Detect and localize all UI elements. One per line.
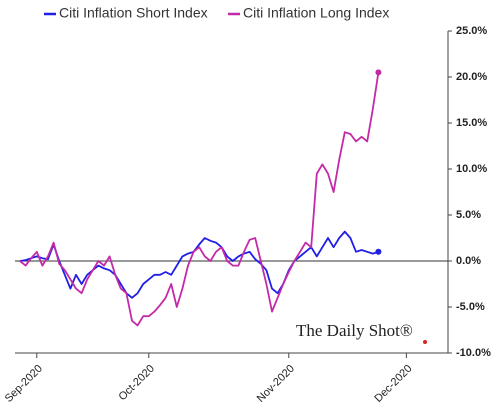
x-tick-label: Nov-2020 bbox=[255, 363, 297, 405]
series-line bbox=[19, 72, 380, 327]
watermark-dot bbox=[423, 340, 427, 344]
x-tick-label: Sep-2020 bbox=[3, 363, 45, 405]
end-marker bbox=[375, 248, 382, 255]
series-line bbox=[19, 230, 379, 299]
legend-label: Citi Inflation Long Index bbox=[243, 5, 389, 21]
y-tick-label: 10.0% bbox=[456, 163, 487, 175]
legend-label: Citi Inflation Short Index bbox=[59, 5, 208, 21]
y-tick-label: 0.0% bbox=[456, 255, 481, 267]
x-tick-label: Oct-2020 bbox=[116, 363, 156, 403]
y-tick-label: 20.0% bbox=[456, 71, 487, 83]
y-tick-label: 25.0% bbox=[456, 25, 487, 37]
y-tick-label: 15.0% bbox=[456, 117, 487, 129]
y-tick-label: -10.0% bbox=[456, 347, 491, 359]
watermark: The Daily Shot® bbox=[296, 321, 413, 340]
y-tick-label: 5.0% bbox=[456, 209, 481, 221]
x-tick-label: Dec-2020 bbox=[372, 363, 414, 405]
end-marker bbox=[375, 69, 382, 76]
y-tick-label: -5.0% bbox=[456, 301, 485, 313]
